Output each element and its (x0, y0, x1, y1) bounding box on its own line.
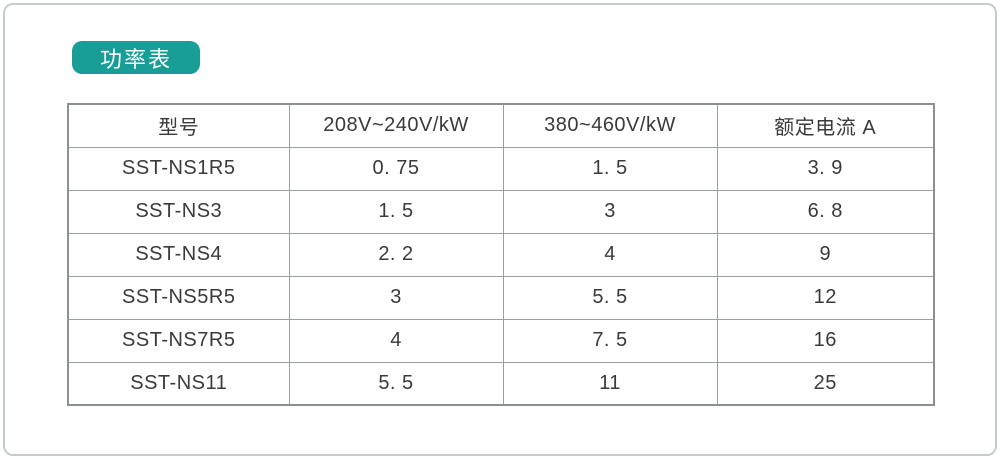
power-380-460-cell: 11 (502, 361, 718, 406)
table-row: SST-NS5R5 3 5. 5 12 (67, 275, 935, 320)
column-header-model: 型号 (67, 103, 290, 148)
power-380-460-cell: 7. 5 (502, 318, 718, 363)
table-header-row: 型号 208V~240V/kW 380~460V/kW 额定电流 A (67, 103, 935, 148)
model-cell: SST-NS4 (67, 232, 290, 277)
rated-current-cell: 9 (716, 232, 935, 277)
power-208-240-cell: 3 (288, 275, 504, 320)
power-380-460-cell: 1. 5 (502, 146, 718, 191)
model-cell: SST-NS5R5 (67, 275, 290, 320)
table-row: SST-NS4 2. 2 4 9 (67, 232, 935, 277)
rated-current-cell: 25 (716, 361, 935, 406)
power-208-240-cell: 4 (288, 318, 504, 363)
model-cell: SST-NS7R5 (67, 318, 290, 363)
power-380-460-cell: 4 (502, 232, 718, 277)
column-header-208v-240v: 208V~240V/kW (288, 103, 504, 148)
power-table-badge: 功率表 (72, 41, 200, 74)
power-spec-table: 型号 208V~240V/kW 380~460V/kW 额定电流 A SST-N… (67, 103, 935, 406)
column-header-rated-current: 额定电流 A (716, 103, 935, 148)
power-208-240-cell: 5. 5 (288, 361, 504, 406)
table-row: SST-NS11 5. 5 11 25 (67, 361, 935, 406)
table-row: SST-NS7R5 4 7. 5 16 (67, 318, 935, 363)
rated-current-cell: 16 (716, 318, 935, 363)
rated-current-cell: 3. 9 (716, 146, 935, 191)
power-208-240-cell: 2. 2 (288, 232, 504, 277)
power-380-460-cell: 3 (502, 189, 718, 234)
power-380-460-cell: 5. 5 (502, 275, 718, 320)
power-table-badge-label: 功率表 (99, 46, 172, 72)
table-row: SST-NS3 1. 5 3 6. 8 (67, 189, 935, 234)
model-cell: SST-NS11 (67, 361, 290, 406)
table-row: SST-NS1R5 0. 75 1. 5 3. 9 (67, 146, 935, 191)
column-header-380v-460v: 380~460V/kW (502, 103, 718, 148)
rated-current-cell: 6. 8 (716, 189, 935, 234)
model-cell: SST-NS3 (67, 189, 290, 234)
model-cell: SST-NS1R5 (67, 146, 290, 191)
power-208-240-cell: 0. 75 (288, 146, 504, 191)
power-208-240-cell: 1. 5 (288, 189, 504, 234)
rated-current-cell: 12 (716, 275, 935, 320)
